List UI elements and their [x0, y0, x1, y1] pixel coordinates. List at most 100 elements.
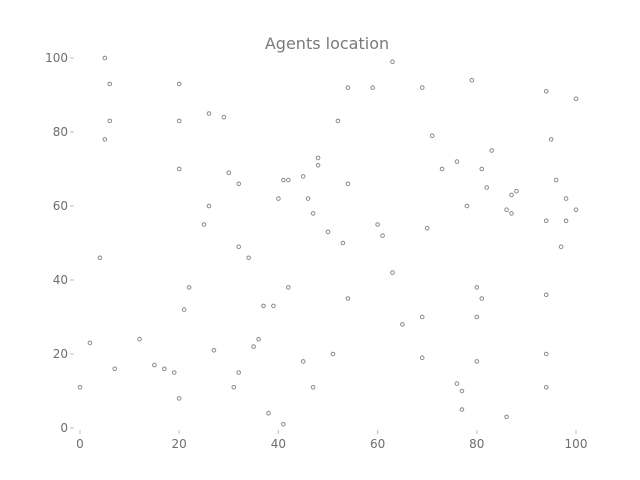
scatter-point	[543, 292, 549, 298]
scatter-point	[345, 85, 351, 90]
scatter-point	[543, 218, 549, 224]
y-tick-label: 40	[53, 273, 68, 287]
y-tick-label: 20	[53, 347, 68, 361]
data-points	[77, 55, 579, 427]
x-tick-label: 0	[76, 437, 84, 451]
scatter-point	[345, 181, 351, 187]
x-axis: 0 20 40 60 80 100	[76, 430, 587, 451]
scatter-point	[300, 174, 306, 179]
scatter-point	[335, 118, 341, 124]
scatter-point	[419, 85, 425, 90]
scatter-point	[286, 177, 291, 183]
scatter-point	[479, 166, 485, 172]
scatter-point	[176, 118, 182, 124]
scatter-point	[424, 225, 430, 231]
scatter-point	[246, 255, 251, 261]
scatter-point	[77, 385, 83, 390]
scatter-point	[221, 114, 227, 120]
scatter-point	[380, 233, 385, 238]
scatter-point	[206, 203, 212, 209]
scatter-point	[107, 81, 113, 87]
scatter-point	[236, 370, 242, 375]
scatter-point	[87, 340, 93, 346]
scatter-point	[464, 203, 470, 209]
y-tick-label: 60	[53, 199, 68, 213]
scatter-point	[454, 159, 460, 164]
scatter-point	[509, 211, 514, 216]
scatter-point	[400, 322, 405, 327]
scatter-point	[474, 314, 480, 320]
scatter-point	[543, 385, 549, 390]
scatter-point	[206, 111, 212, 116]
scatter-point	[454, 381, 460, 386]
scatter-point	[276, 196, 281, 201]
y-tick-label: 80	[53, 125, 68, 139]
scatter-point	[439, 166, 445, 172]
scatter-point	[390, 59, 395, 65]
y-tick-label: 0	[60, 421, 68, 435]
scatter-point	[330, 351, 336, 357]
scatter-point	[137, 336, 142, 342]
scatter-point	[231, 385, 237, 390]
scatter-point	[479, 296, 485, 301]
scatter-point	[315, 155, 321, 161]
scatter-point	[509, 192, 514, 198]
scatter-point	[340, 240, 346, 246]
scatter-point	[504, 207, 509, 212]
scatter-point	[266, 410, 271, 416]
scatter-point	[251, 344, 256, 349]
scatter-point	[310, 385, 316, 390]
scatter-point	[553, 177, 559, 183]
scatter-point	[176, 396, 182, 401]
scatter-point	[459, 407, 465, 412]
scatter-point	[97, 255, 103, 261]
scatter-point	[305, 196, 311, 201]
scatter-point	[573, 96, 579, 101]
scatter-point	[107, 118, 113, 124]
scatter-point	[429, 133, 435, 138]
scatter-point	[548, 137, 554, 142]
scatter-point	[474, 285, 480, 290]
scatter-point	[563, 196, 569, 201]
scatter-point	[315, 163, 321, 168]
scatter-point	[345, 296, 351, 301]
scatter-point	[514, 188, 519, 194]
y-tick-label: 100	[45, 51, 68, 65]
x-tick-label: 80	[469, 437, 484, 451]
scatter-point	[226, 170, 232, 175]
scatter-point	[171, 370, 177, 375]
scatter-point	[102, 55, 108, 61]
scatter-point	[558, 244, 564, 249]
scatter-point	[271, 303, 276, 309]
scatter-point	[370, 85, 375, 90]
scatter-point	[310, 211, 316, 216]
scatter-point	[484, 185, 490, 190]
scatter-point	[419, 355, 425, 361]
scatter-point	[573, 207, 579, 212]
scatter-point	[563, 218, 569, 224]
scatter-point	[186, 285, 192, 290]
scatter-point	[543, 89, 549, 94]
scatter-point	[181, 307, 187, 312]
scatter-point	[474, 359, 480, 364]
scatter-point	[176, 166, 182, 172]
scatter-point	[152, 362, 157, 368]
scatter-point	[281, 177, 286, 183]
x-tick-label: 40	[271, 437, 286, 451]
scatter-point	[201, 222, 207, 227]
scatter-point	[419, 314, 425, 320]
scatter-point	[281, 422, 286, 427]
scatter-point	[256, 336, 261, 342]
x-tick-label: 20	[172, 437, 187, 451]
chart-title: Agents location	[265, 34, 389, 53]
scatter-point	[102, 137, 108, 142]
scatter-point	[162, 366, 167, 372]
scatter-point	[390, 270, 395, 275]
scatter-point	[469, 77, 475, 83]
scatter-point	[176, 81, 182, 87]
y-axis: 0 20 40 60 80 100	[45, 51, 74, 435]
scatter-point	[112, 366, 118, 372]
scatter-point	[211, 348, 217, 353]
x-tick-label: 100	[565, 437, 588, 451]
